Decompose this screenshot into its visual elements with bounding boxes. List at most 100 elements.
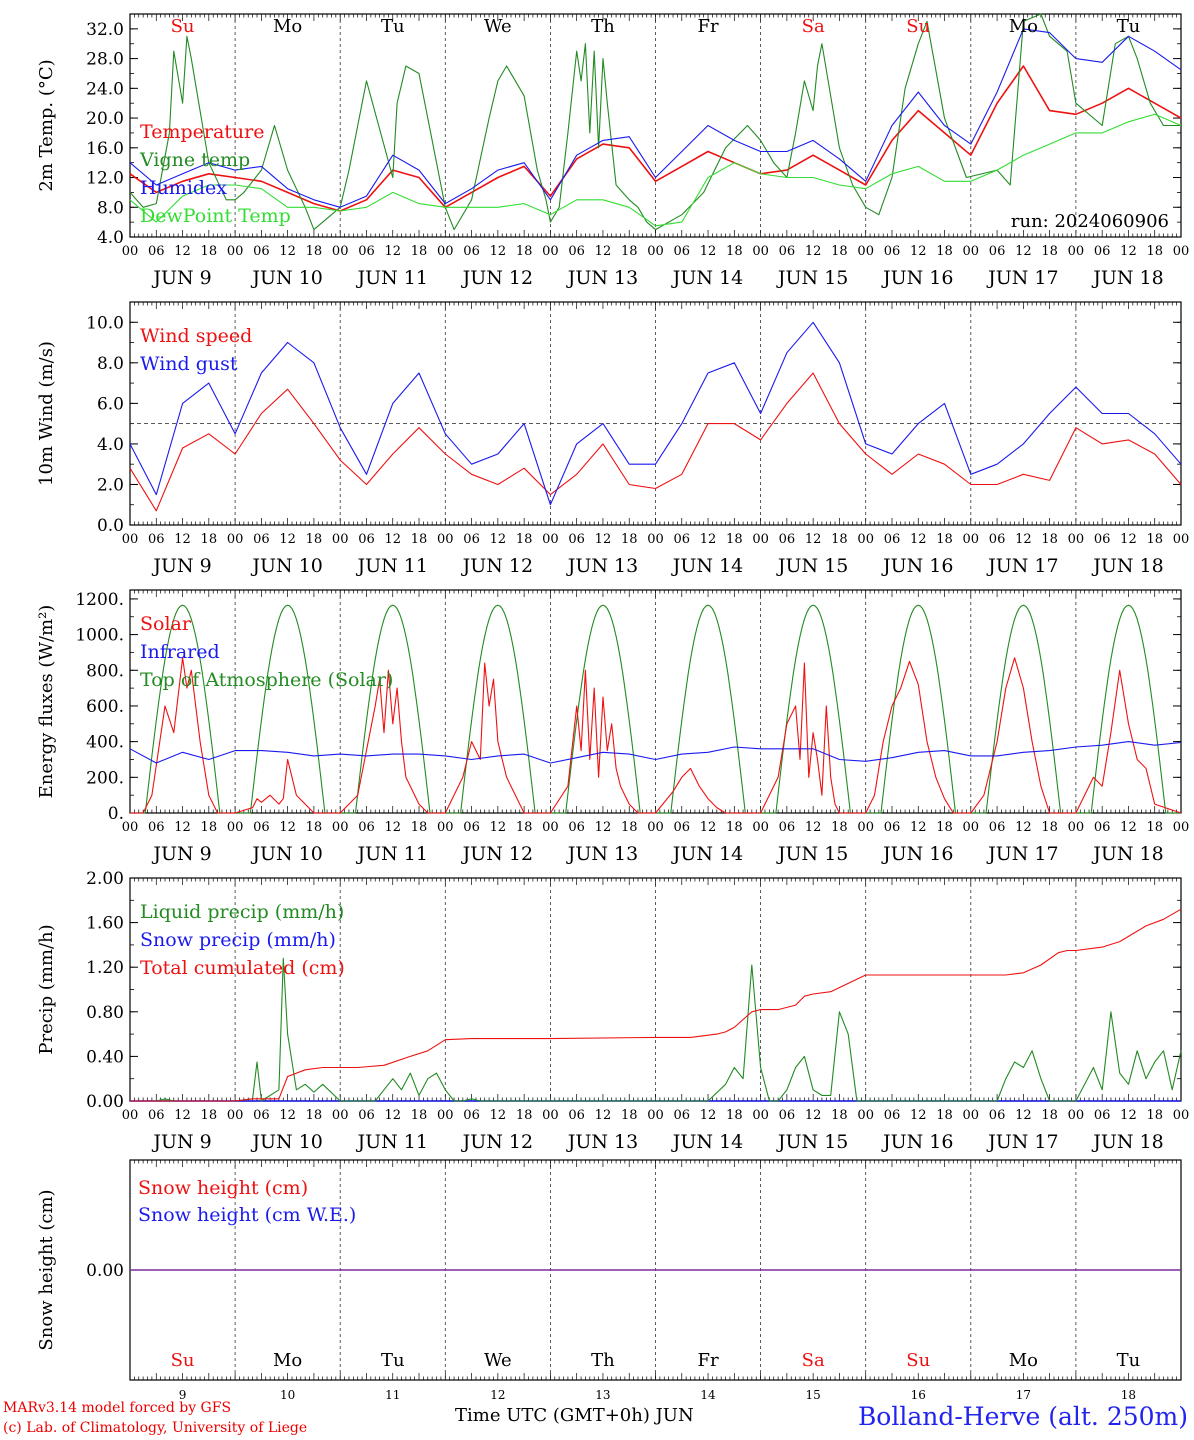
x-hour-label: 12 (384, 820, 401, 835)
x-hour-label: 18 (306, 1108, 323, 1123)
series-vigne-temp-line (129, 13, 1181, 231)
x-hour-label: 18 (621, 820, 638, 835)
day-name-bottom: Th (591, 1350, 615, 1371)
x-hour-label: 18 (726, 244, 743, 259)
x-hour-label: 18 (516, 532, 533, 547)
x-hour-label: 06 (568, 244, 585, 259)
y-tick-label: 6.0 (97, 394, 124, 414)
x-hour-label: 06 (1094, 244, 1111, 259)
x-hour-label: 12 (595, 532, 612, 547)
x-hour-label: 12 (595, 1108, 612, 1123)
x-date-label: JUN 16 (881, 843, 953, 865)
x-date-label: JUN 16 (881, 267, 953, 289)
x-hour-label: 06 (884, 1108, 901, 1123)
x-hour-label: 12 (490, 244, 507, 259)
station-title: Bolland-Herve (alt. 250m) (857, 1402, 1188, 1431)
x-hour-label: 12 (174, 1108, 191, 1123)
x-hour-label: 18 (411, 820, 428, 835)
y-axis-label: 10m Wind (m/s) (36, 341, 57, 486)
x-hour-label: 12 (490, 820, 507, 835)
day-name-top: Su (171, 16, 195, 37)
legend-entry: Liquid precip (mm/h) (140, 901, 344, 923)
x-hour-label: 18 (621, 1108, 638, 1123)
x-hour-label: 12 (1015, 820, 1032, 835)
legend-entry: Humidex (140, 177, 227, 199)
x-hour-label: 12 (174, 820, 191, 835)
x-hour-label: 06 (779, 1108, 796, 1123)
x-date-label: JUN 14 (671, 843, 743, 865)
y-axis-label: 2m Temp. (°C) (36, 59, 57, 191)
series-infrared-line (129, 741, 1182, 764)
x-hour-label: 06 (884, 244, 901, 259)
x-hour-label: 18 (936, 244, 953, 259)
x-hour-label: 18 (1041, 532, 1058, 547)
series-temperature-line (129, 65, 1182, 212)
x-hour-label: 12 (700, 1108, 717, 1123)
x-date-label: JUN 10 (250, 555, 322, 577)
y-tick-label: 8.0 (97, 354, 124, 374)
x-hour-label: 00 (857, 820, 874, 835)
x-hour-label: 00 (857, 244, 874, 259)
x-hour-label: 18 (516, 244, 533, 259)
y-tick-label: 12.0 (86, 169, 124, 189)
x-hour-label: 00 (647, 820, 664, 835)
x-hour-label: 00 (227, 1108, 244, 1123)
x-hour-label: 12 (910, 244, 927, 259)
x-hour-label: 00 (752, 1108, 769, 1123)
x-hour-label: 00 (647, 1108, 664, 1123)
x-hour-label: 00 (1068, 244, 1085, 259)
series-total-cumulated-cm--line (130, 908, 1182, 1102)
x-hour-label: 18 (201, 244, 218, 259)
x-hour-label: 12 (700, 244, 717, 259)
x-hour-label: 18 (726, 1108, 743, 1123)
x-date-label: JUN 17 (986, 555, 1058, 577)
x-hour-label: 18 (411, 532, 428, 547)
x-hour-label: 18 (1146, 820, 1163, 835)
y-tick-label: 800. (86, 661, 124, 681)
x-hour-label: 12 (384, 532, 401, 547)
y-axis-label: Snow height (cm) (36, 1189, 57, 1350)
day-number: 9 (179, 1388, 187, 1402)
footer-lab-text: (c) Lab. of Climatology, University of L… (3, 1420, 308, 1436)
x-hour-label: 00 (1173, 244, 1190, 259)
x-hour-label: 00 (752, 820, 769, 835)
x-date-label: JUN 14 (671, 1131, 743, 1153)
x-hour-label: 18 (516, 1108, 533, 1123)
day-number: 11 (385, 1388, 400, 1402)
x-hour-label: 18 (831, 1108, 848, 1123)
y-tick-label: 4.0 (97, 228, 124, 248)
x-hour-label: 00 (332, 532, 349, 547)
x-hour-label: 12 (805, 244, 822, 259)
x-hour-label: 12 (910, 820, 927, 835)
x-hour-label: 18 (1041, 1108, 1058, 1123)
x-hour-label: 00 (857, 1108, 874, 1123)
x-hour-label: 12 (174, 532, 191, 547)
x-hour-label: 12 (1015, 244, 1032, 259)
day-name-bottom: Mo (273, 1350, 302, 1371)
x-date-label: JUN 11 (356, 1131, 428, 1153)
x-date-label: JUN 11 (356, 843, 428, 865)
legend-entry: Top of Atmosphere (Solar) (140, 669, 393, 691)
x-hour-label: 06 (779, 532, 796, 547)
x-hour-label: 00 (122, 820, 139, 835)
x-hour-label: 12 (805, 532, 822, 547)
y-tick-label: 10.0 (86, 313, 124, 333)
day-name-bottom: Sa (802, 1350, 825, 1371)
day-number: 18 (1121, 1388, 1136, 1402)
series-dewpoint-temp-line (129, 113, 1182, 227)
x-hour-label: 06 (779, 820, 796, 835)
x-hour-label: 00 (647, 532, 664, 547)
legend-entry: DewPoint Temp (140, 205, 291, 227)
y-tick-label: 0.0 (97, 516, 124, 536)
x-hour-label: 06 (148, 820, 165, 835)
x-hour-label: 12 (279, 532, 296, 547)
x-date-label: JUN 10 (250, 843, 322, 865)
x-date-label: JUN 10 (250, 1131, 322, 1153)
x-hour-label: 06 (568, 820, 585, 835)
x-hour-label: 18 (306, 244, 323, 259)
x-hour-label: 18 (936, 1108, 953, 1123)
panel-wind: 0.0 2.0 4.0 6.0 8.0 10.0 10m Wind (m/s) Wind sp… (36, 301, 1189, 577)
x-hour-label: 06 (989, 1108, 1006, 1123)
day-name-top: Sa (802, 16, 825, 37)
